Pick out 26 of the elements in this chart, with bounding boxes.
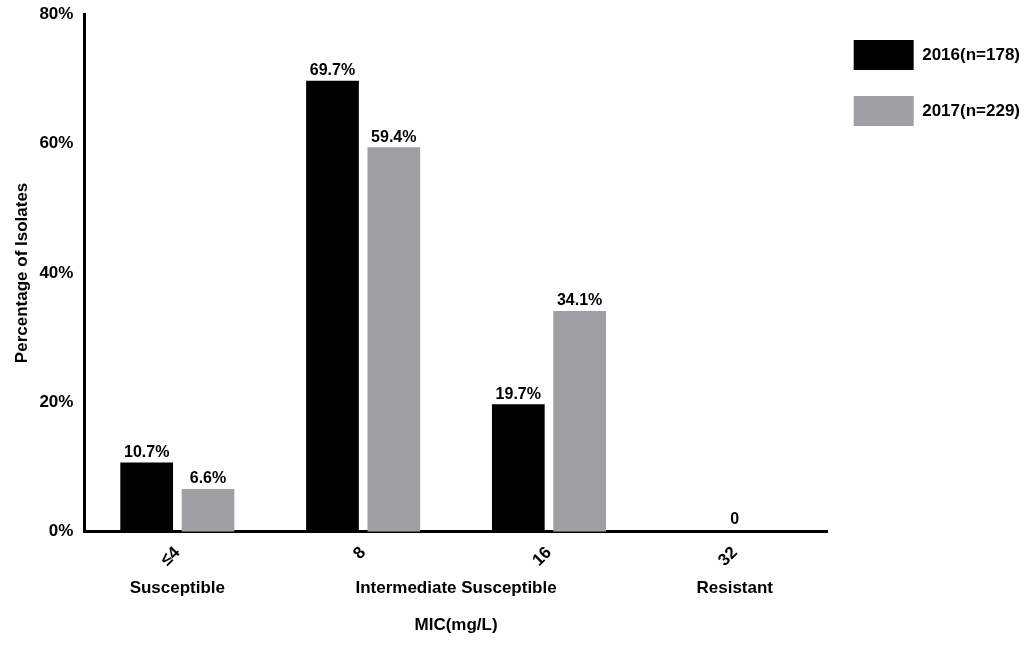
legend-label: 2016(n=178) [922,44,1021,64]
x-axis-title: MIC(mg/L) [414,615,498,635]
data-label: 59.4% [371,127,417,145]
x-tick-label: 8 [349,542,370,563]
annotation: 0 [730,510,740,528]
data-label: 34.1% [556,291,603,309]
data-label: 19.7% [495,384,541,402]
legend-label: 2017(n=229) [922,100,1021,120]
y-tick-label: 60% [39,133,74,153]
y-tick-label: 20% [39,392,74,412]
x-tick-label: 16 [528,542,556,570]
y-tick-label: 40% [39,262,74,282]
bar [367,147,421,532]
bar [181,489,235,532]
y-tick-label: 80% [39,3,74,23]
y-axis-title: Percentage of Isolates [11,182,31,364]
text: Resistant [696,578,774,598]
data-label: 10.7% [123,442,170,460]
x-tick-label: ≤4 [156,542,184,570]
bar [553,311,606,532]
y-tick-label: 0% [48,521,74,541]
text: Susceptible [129,578,226,598]
text: Intermediate Susceptible [355,578,557,598]
x-tick-label: 32 [714,542,741,570]
data-label: 6.6% [189,469,227,487]
data-label: 69.7% [309,61,356,79]
